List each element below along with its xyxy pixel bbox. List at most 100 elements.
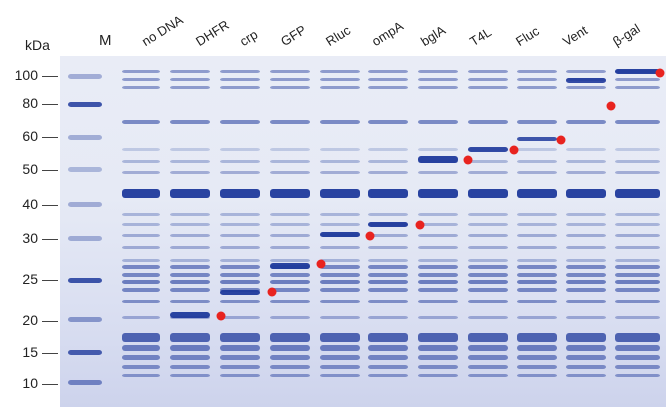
lane-2-band xyxy=(220,246,260,249)
lane-7-band xyxy=(468,223,508,226)
gel-bands xyxy=(68,69,660,385)
lane-6-band xyxy=(418,316,458,319)
lane-3-band xyxy=(270,78,310,81)
lane-7-band xyxy=(468,189,508,198)
lane-6-band xyxy=(418,213,458,216)
lane-3-band xyxy=(270,223,310,226)
lane-1-band xyxy=(170,86,210,89)
lane-3-band xyxy=(270,259,310,262)
lane-0-band xyxy=(122,148,160,151)
lane-5-band xyxy=(368,374,408,377)
lane-10-band xyxy=(615,246,660,249)
lane-1-band xyxy=(170,345,210,351)
lane-1-band xyxy=(170,288,210,292)
lane-0-band xyxy=(122,345,160,351)
lane-1-band xyxy=(170,365,210,369)
lane-label-crp: crp xyxy=(237,26,261,49)
lane-6-band xyxy=(418,374,458,377)
marker-band xyxy=(68,350,102,355)
lane-8-band xyxy=(517,365,557,369)
lane-0-band xyxy=(122,78,160,81)
product-marker-dot xyxy=(463,155,473,165)
lane-1-band xyxy=(170,78,210,81)
lane-9-band xyxy=(566,246,606,249)
lane-0-band xyxy=(122,223,160,226)
lane-9-band xyxy=(566,223,606,226)
lane-7-band xyxy=(468,171,508,174)
lane-8-band xyxy=(517,316,557,319)
lane-10-band xyxy=(615,86,660,89)
lane-4-band xyxy=(320,280,360,284)
mw-label-10: 10 xyxy=(22,375,38,391)
lane-9-band xyxy=(566,120,606,124)
lane-6-band xyxy=(418,300,458,303)
lane-3-band xyxy=(270,160,310,163)
lane-2-band xyxy=(220,300,260,303)
lane-6-band xyxy=(418,265,458,269)
lane-0-band xyxy=(122,259,160,262)
lane-5-band xyxy=(368,86,408,89)
lane-5-band xyxy=(368,273,408,277)
lane-4-band xyxy=(320,246,360,249)
lane-1-band xyxy=(170,300,210,303)
lane-6-band xyxy=(418,288,458,292)
lane-7-band xyxy=(468,120,508,124)
lane-10-band xyxy=(615,259,660,262)
lane-label-t4l: T4L xyxy=(467,24,495,49)
lane-5-band xyxy=(368,355,408,360)
marker-band xyxy=(68,102,102,107)
lane-6-band xyxy=(418,223,458,226)
lane-5-band xyxy=(368,345,408,351)
lane-1-band xyxy=(170,333,210,342)
lane-8-band xyxy=(517,265,557,269)
lane-4-band xyxy=(320,78,360,81)
lane-2-band xyxy=(220,213,260,216)
lane-1-band xyxy=(170,280,210,284)
lane-4-band xyxy=(320,273,360,277)
lane-3-band xyxy=(270,374,310,377)
lane-0-band xyxy=(122,120,160,124)
lane-6-band xyxy=(418,70,458,73)
lane-3-band xyxy=(270,171,310,174)
product-marker-dot xyxy=(655,68,665,78)
lane-7-band xyxy=(468,300,508,303)
lane-10-band xyxy=(615,223,660,226)
lane-6-band xyxy=(418,86,458,89)
lane-8-band xyxy=(517,288,557,292)
lane-2-band xyxy=(220,345,260,351)
lane-9-band xyxy=(566,333,606,342)
lane-2-band xyxy=(220,374,260,377)
lane-10-band xyxy=(615,234,660,237)
lane-2-band xyxy=(220,316,260,319)
lane-5-band xyxy=(368,259,408,262)
mw-tick xyxy=(42,170,58,171)
lane-6-band xyxy=(418,365,458,369)
mw-tick xyxy=(42,104,58,105)
lane-8-band xyxy=(517,273,557,277)
lane-7-band xyxy=(468,78,508,81)
lane-2-band xyxy=(220,280,260,284)
lane-2-band xyxy=(220,171,260,174)
lane-0-band xyxy=(122,280,160,284)
lane-4-band xyxy=(320,120,360,124)
lane-9-band xyxy=(566,171,606,174)
lane-1-product-band xyxy=(170,312,210,318)
lane-1-band xyxy=(170,160,210,163)
lane-8-band xyxy=(517,355,557,360)
mw-label-100: 100 xyxy=(14,67,38,83)
lane-6-band xyxy=(418,246,458,249)
mw-tick xyxy=(42,280,58,281)
lane-2-band xyxy=(220,273,260,277)
lane-label-fluc: Fluc xyxy=(513,23,542,49)
lane-10-band xyxy=(615,78,660,81)
lane-1-band xyxy=(170,223,210,226)
lane-8-band xyxy=(517,70,557,73)
lane-6-band xyxy=(418,78,458,81)
lane-2-band xyxy=(220,78,260,81)
lane-2-band xyxy=(220,234,260,237)
lane-9-band xyxy=(566,160,606,163)
lane-7-band xyxy=(468,86,508,89)
lane-0-band xyxy=(122,86,160,89)
lane-10-band xyxy=(615,273,660,277)
